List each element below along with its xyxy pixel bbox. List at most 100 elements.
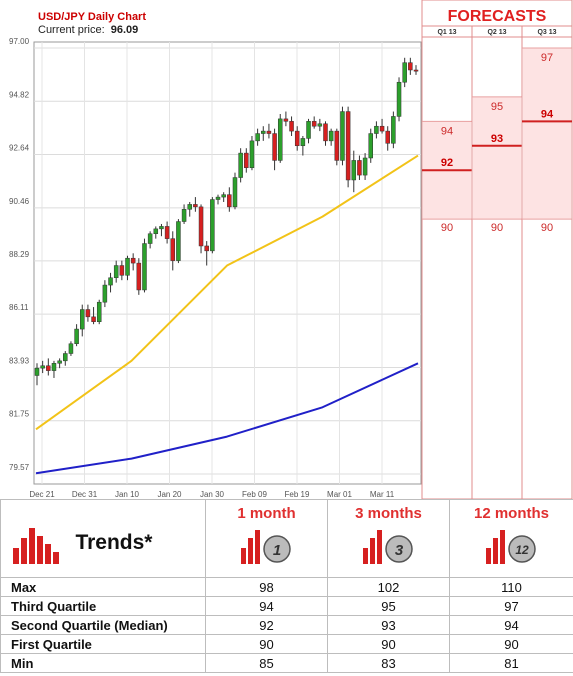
candle bbox=[323, 121, 328, 146]
table-cell: 95 bbox=[327, 596, 450, 616]
candle bbox=[136, 258, 142, 295]
moving-average-line-1 bbox=[35, 154, 419, 431]
candle bbox=[311, 116, 317, 129]
candle-body-up bbox=[328, 130, 334, 142]
forecast-header: FORECASTS bbox=[448, 8, 547, 25]
candle-body-up bbox=[351, 160, 357, 181]
forecast-lower-value: 90 bbox=[541, 222, 553, 234]
candle bbox=[379, 118, 385, 134]
candle bbox=[181, 204, 187, 224]
candle-body-up bbox=[125, 257, 130, 276]
column-header-1-month: 1 month 1 bbox=[205, 499, 328, 578]
candle-body-up bbox=[238, 152, 243, 178]
candle bbox=[374, 121, 379, 139]
candle-body-up bbox=[96, 301, 102, 322]
candle bbox=[108, 272, 113, 293]
candle-body-up bbox=[142, 243, 147, 291]
candle-body-down bbox=[227, 194, 232, 208]
forecast-upper-value: 97 bbox=[541, 52, 553, 64]
candle-body-up bbox=[108, 277, 113, 286]
candle-body-up bbox=[232, 177, 238, 208]
candle bbox=[176, 219, 181, 264]
candle bbox=[402, 57, 407, 88]
forecast-median-value: 94 bbox=[541, 108, 554, 120]
table-cell: 81 bbox=[449, 653, 573, 673]
candle-body-down bbox=[91, 316, 96, 322]
candle-body-up bbox=[159, 226, 164, 230]
forecast-median-value: 92 bbox=[441, 157, 453, 169]
horizon-badge: 1 bbox=[272, 542, 280, 559]
candle bbox=[119, 260, 125, 281]
candlestick-series bbox=[34, 57, 419, 386]
trends-title-cell: Trends* bbox=[0, 499, 206, 578]
candle bbox=[113, 260, 119, 283]
candle bbox=[272, 128, 277, 171]
candle bbox=[193, 197, 198, 212]
candle bbox=[91, 307, 96, 325]
candle bbox=[413, 65, 419, 75]
x-tick-label: Feb 19 bbox=[285, 490, 310, 499]
candle-body-down bbox=[283, 118, 289, 122]
candle bbox=[244, 148, 249, 173]
candle-body-down bbox=[198, 206, 204, 247]
candle-body-up bbox=[362, 157, 368, 176]
table-cell: 94 bbox=[449, 615, 573, 635]
candle bbox=[289, 116, 294, 136]
candle bbox=[277, 113, 283, 163]
candle bbox=[357, 155, 362, 180]
table-cell: 90 bbox=[449, 634, 573, 654]
candle-body-up bbox=[57, 360, 62, 364]
candle bbox=[187, 201, 192, 217]
candle bbox=[294, 126, 300, 151]
candle bbox=[396, 77, 402, 122]
candle-body-down bbox=[136, 262, 142, 291]
candle bbox=[46, 358, 51, 376]
candle-body-up bbox=[80, 309, 85, 330]
trends-title: Trends* bbox=[75, 530, 153, 554]
candle-body-up bbox=[255, 133, 260, 142]
candle-body-up bbox=[249, 140, 255, 169]
table-row: First Quartile 90 90 90 bbox=[0, 634, 573, 654]
candle bbox=[96, 299, 102, 325]
candle-body-down bbox=[164, 226, 170, 239]
candle bbox=[198, 204, 204, 254]
horizon-badge: 3 bbox=[394, 542, 403, 559]
candle bbox=[340, 106, 345, 166]
y-tick-label: 81.75 bbox=[9, 410, 30, 419]
chart-title: USD/JPY Daily Chart bbox=[38, 11, 146, 23]
candle-body-up bbox=[277, 118, 283, 161]
forecast-quarter-label: Q1 13 bbox=[437, 29, 456, 36]
candle-body-down bbox=[289, 121, 294, 132]
candle-body-up bbox=[68, 343, 74, 354]
table-cell: 90 bbox=[205, 634, 328, 654]
table-cell: 97 bbox=[449, 596, 573, 616]
candle-body-up bbox=[300, 138, 306, 147]
table-cell: 92 bbox=[205, 615, 328, 635]
candle-body-down bbox=[272, 133, 277, 161]
candle-body-up bbox=[102, 284, 108, 303]
table-cell: 94 bbox=[205, 596, 328, 616]
table-cell: 93 bbox=[327, 615, 450, 635]
horizon-bar-icon: 12 bbox=[485, 530, 536, 564]
candle-body-down bbox=[266, 130, 272, 134]
candle bbox=[249, 135, 255, 171]
table-cell: 85 bbox=[205, 653, 328, 673]
table-row: Min 85 83 81 bbox=[0, 653, 573, 673]
y-tick-label: 97.00 bbox=[9, 37, 30, 46]
trends-table: Trends* 1 month 1 3 months 3 12 mont bbox=[0, 499, 573, 673]
table-cell: 90 bbox=[327, 634, 450, 654]
column-label: 1 month bbox=[237, 505, 296, 522]
forecast-lower-value: 90 bbox=[441, 222, 453, 234]
candle-body-up bbox=[40, 365, 45, 369]
candle-body-down bbox=[379, 125, 385, 132]
candle bbox=[317, 118, 323, 132]
candle bbox=[74, 324, 79, 347]
candle-body-up bbox=[63, 353, 68, 362]
moving-average-line-2 bbox=[35, 362, 419, 475]
chart-grid bbox=[33, 41, 422, 485]
candle bbox=[215, 194, 221, 205]
plot-frame bbox=[33, 41, 422, 485]
x-tick-label: Mar 11 bbox=[370, 490, 395, 499]
row-label: Max bbox=[0, 577, 206, 597]
candle-body-down bbox=[357, 160, 362, 176]
